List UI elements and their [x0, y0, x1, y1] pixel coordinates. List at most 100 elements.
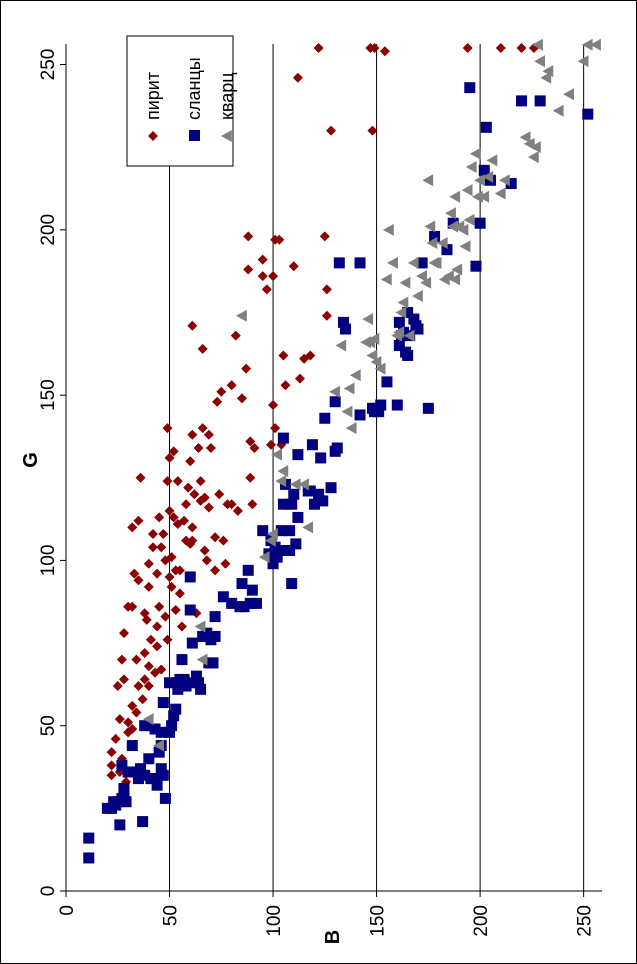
shale-point-93 [319, 412, 331, 424]
shale-point-58 [217, 591, 229, 603]
quartz-point-78 [581, 38, 593, 51]
pyrite-point-5 [114, 714, 125, 725]
pyrite-point-101 [237, 393, 247, 404]
shale-point-80 [286, 498, 298, 510]
pyrite-point-104 [243, 231, 254, 242]
pyrite-point-94 [218, 535, 229, 546]
pyrite-point-119 [278, 350, 289, 361]
pyrite-point-37 [147, 528, 158, 539]
shale-point-70 [267, 558, 279, 570]
shale-point-128 [474, 217, 486, 229]
pyrite-point-69 [183, 482, 194, 493]
shale-point-129 [478, 164, 490, 176]
pyrite-point-76 [189, 489, 200, 500]
shale-point-97 [331, 442, 343, 454]
pyrite-point-1 [106, 760, 117, 771]
quartz-point-79 [590, 38, 601, 51]
shale-point-25 [149, 723, 161, 735]
shale-point-21 [139, 720, 151, 732]
shale-point-24 [147, 773, 159, 785]
pyrite-point-130 [321, 310, 332, 321]
quartz-point-58 [465, 161, 477, 174]
shale-point-41 [176, 654, 188, 666]
shale-point-12 [120, 796, 132, 808]
legend-marker-shale [189, 130, 200, 141]
shale-point-44 [184, 604, 196, 616]
pyrite-point-81 [197, 423, 208, 434]
legend-label-pyrite: пирит [143, 72, 163, 120]
pyrite-point-48 [160, 611, 171, 622]
quartz-point-75 [552, 104, 564, 117]
quartz-point-59 [469, 147, 481, 160]
pyrite-point-25 [135, 472, 146, 483]
shale-point-57 [209, 630, 221, 642]
pyrite-point-68 [181, 499, 192, 510]
quartz-point-5 [258, 551, 270, 564]
g-axis-title: G [20, 452, 42, 468]
pyrite-point-42 [154, 601, 165, 612]
shale-point-82 [288, 488, 300, 500]
pyrite-point-86 [203, 502, 214, 513]
quartz-point-23 [366, 349, 378, 362]
shale-point-120 [412, 323, 424, 335]
pyrite-point-120 [280, 380, 291, 391]
shale-point-43 [180, 680, 192, 692]
pyrite-point-98 [226, 499, 237, 510]
shale-point-52 [201, 627, 213, 639]
pyrite-point-117 [274, 234, 285, 245]
b-tick-label-0: 0 [57, 905, 78, 916]
pyrite-point-128 [319, 231, 330, 242]
legend-item-shale: сланцы [184, 57, 204, 141]
pyrite-point-114 [268, 271, 279, 282]
pyrite-point-19 [129, 568, 140, 579]
quartz-point-72 [534, 55, 545, 68]
pyrite-point-3 [110, 733, 121, 744]
b-axis-title: B [322, 930, 344, 944]
quartz-point-17 [343, 382, 355, 395]
shale-point-55 [207, 657, 219, 669]
shale-point-49 [193, 677, 205, 689]
g-tick-label-150: 150 [38, 379, 59, 411]
pyrite-point-92 [214, 489, 225, 500]
shale-point-118 [408, 313, 420, 325]
pyrite-point-32 [143, 661, 154, 672]
quartz-point-7 [267, 527, 278, 540]
shale-point-85 [292, 449, 304, 461]
shale-point-18 [135, 763, 147, 775]
pyrite-point-21 [131, 654, 142, 665]
shale-point-134 [534, 95, 546, 107]
legend-label-shale: сланцы [184, 57, 204, 120]
pyrite-point-65 [176, 621, 187, 632]
quartz-point-3 [196, 653, 208, 666]
g-tick-label-100: 100 [38, 545, 59, 577]
quartz-point-8 [271, 448, 282, 461]
shale-point-27 [153, 746, 165, 758]
quartz-point-26 [374, 362, 386, 375]
pyrite-point-126 [305, 350, 316, 361]
g-tick-label-0: 0 [38, 886, 59, 897]
shale-point-66 [250, 597, 262, 609]
pyrite-point-75 [187, 320, 198, 331]
pyrite-point-49 [162, 423, 173, 434]
quartz-point-27 [380, 273, 392, 286]
pyrite-point-137 [495, 43, 506, 53]
pyrite-point-62 [172, 476, 183, 487]
shale-point-127 [470, 260, 482, 272]
pyrite-point-131 [326, 125, 337, 136]
shale-point-107 [375, 399, 387, 411]
pyrite-point-99 [230, 330, 241, 341]
b-axis-ticks: 0 50 100 150 200 250 [57, 891, 596, 937]
pyrite-point-100 [232, 505, 243, 516]
quartz-point-73 [540, 71, 552, 84]
shale-point-62 [238, 601, 250, 613]
quartz-point-71 [532, 38, 543, 51]
shale-point-102 [354, 257, 366, 269]
g-tick-label-50: 50 [38, 715, 59, 736]
series-pyrite [106, 43, 539, 787]
shale-point-17 [132, 773, 144, 785]
quartz-point-28 [383, 223, 394, 236]
quartz-point-48 [445, 207, 456, 220]
pyrite-point-73 [187, 522, 198, 533]
quartz-point-4 [236, 309, 247, 322]
